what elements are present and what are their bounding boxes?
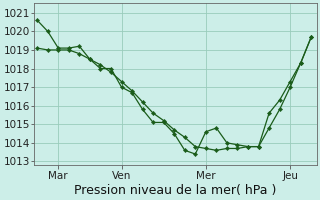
X-axis label: Pression niveau de la mer( hPa ): Pression niveau de la mer( hPa ) — [74, 184, 276, 197]
